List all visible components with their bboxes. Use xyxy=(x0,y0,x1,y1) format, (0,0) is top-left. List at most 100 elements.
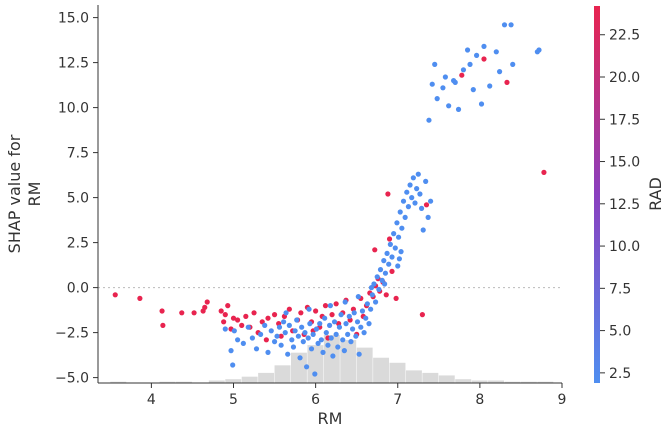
data-point xyxy=(405,204,412,210)
data-point xyxy=(393,295,399,301)
data-point xyxy=(383,292,389,298)
data-point xyxy=(239,322,245,328)
data-point xyxy=(348,339,354,345)
data-point xyxy=(407,182,413,188)
data-point xyxy=(423,202,430,208)
data-point xyxy=(300,339,306,345)
y-tick-label: −2.5 xyxy=(55,326,89,342)
data-point xyxy=(418,205,425,211)
histogram-bar xyxy=(323,335,340,383)
data-point xyxy=(391,231,397,237)
data-point xyxy=(191,310,197,316)
histogram-bar xyxy=(373,357,390,383)
data-point xyxy=(308,346,315,352)
data-point xyxy=(343,321,349,327)
data-point xyxy=(265,315,271,321)
data-point xyxy=(251,310,257,316)
histogram-bar xyxy=(274,365,291,383)
data-point xyxy=(333,331,339,337)
data-point xyxy=(137,295,143,301)
histogram-bar xyxy=(389,362,406,383)
histogram-bar xyxy=(422,372,439,383)
data-point xyxy=(307,321,313,327)
data-point xyxy=(335,344,341,350)
data-point xyxy=(249,335,255,341)
data-point xyxy=(225,303,231,309)
x-tick-label: 5 xyxy=(229,392,238,408)
data-point xyxy=(487,83,493,89)
histogram-bar xyxy=(356,347,373,383)
data-point xyxy=(276,324,283,330)
data-point xyxy=(376,286,382,292)
data-point xyxy=(374,274,380,280)
data-point xyxy=(292,328,298,334)
data-point xyxy=(386,236,393,242)
x-axis-label: RM xyxy=(318,409,343,428)
data-point xyxy=(274,333,280,339)
data-point xyxy=(179,310,185,316)
data-point xyxy=(493,49,499,55)
data-point xyxy=(345,331,351,337)
data-point xyxy=(389,254,395,260)
data-point xyxy=(218,308,224,314)
data-point xyxy=(425,214,431,220)
data-point xyxy=(160,322,166,328)
data-point xyxy=(299,324,305,330)
y-axis-label-line2: RM xyxy=(25,182,44,207)
data-point xyxy=(377,267,384,273)
data-point xyxy=(434,96,440,102)
histogram-bar xyxy=(455,379,472,383)
histogram-layer xyxy=(110,335,554,383)
data-point xyxy=(395,263,401,269)
histogram-bar xyxy=(471,380,488,383)
data-point xyxy=(262,322,268,328)
data-point xyxy=(355,294,361,300)
data-point xyxy=(222,326,228,332)
data-point xyxy=(464,47,471,53)
data-point xyxy=(243,313,249,319)
data-point xyxy=(394,220,400,226)
data-point xyxy=(221,319,227,325)
colorbar-tick-label: 15.0 xyxy=(609,155,640,171)
data-point xyxy=(384,250,390,256)
data-point xyxy=(397,209,403,215)
data-point xyxy=(399,225,405,231)
histogram-bar xyxy=(340,340,357,383)
histogram-bar xyxy=(258,372,275,383)
data-point xyxy=(317,321,323,327)
data-point xyxy=(417,191,423,197)
histogram-bar xyxy=(537,381,554,383)
data-point xyxy=(412,200,418,206)
data-point xyxy=(286,322,292,328)
colorbar-axis: 2.5 5.0 7.5 10.0 12.5 15.0 17.5 20.0 22.5 xyxy=(600,28,640,382)
data-point xyxy=(455,106,462,112)
histogram-bar xyxy=(488,380,505,383)
data-point xyxy=(245,324,251,330)
data-point xyxy=(369,292,375,298)
data-point xyxy=(328,335,334,341)
data-point xyxy=(313,326,320,332)
data-point xyxy=(353,333,359,339)
histogram-bar xyxy=(438,375,455,383)
y-tick-label: 2.5 xyxy=(67,236,89,252)
data-point xyxy=(442,74,448,80)
data-point xyxy=(312,371,318,377)
data-point xyxy=(342,299,348,305)
data-point xyxy=(423,178,429,184)
data-point xyxy=(541,169,547,175)
data-point xyxy=(381,258,387,264)
histogram-bar xyxy=(208,380,225,383)
data-point xyxy=(508,22,514,28)
data-point xyxy=(204,299,210,305)
data-point xyxy=(382,281,388,287)
data-point xyxy=(356,351,362,357)
data-point xyxy=(290,344,297,350)
data-point xyxy=(303,364,310,370)
colorbar-tick-label: 10.0 xyxy=(609,239,640,255)
colorbar-label: RAD xyxy=(646,177,665,211)
data-point xyxy=(313,308,319,314)
data-point xyxy=(387,241,393,247)
data-point xyxy=(159,308,165,314)
data-point xyxy=(305,335,311,341)
